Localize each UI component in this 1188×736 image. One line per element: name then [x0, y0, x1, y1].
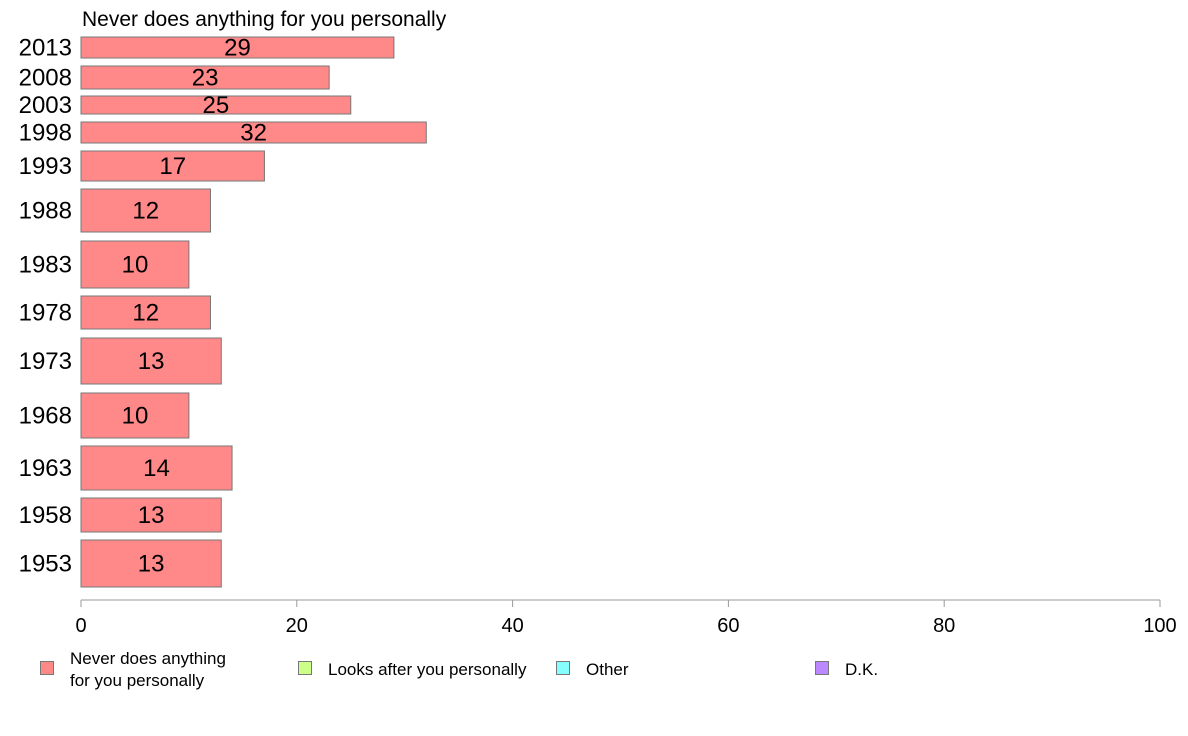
y-tick-label-2008: 2008	[19, 65, 72, 92]
y-tick-label-2013: 2013	[19, 35, 72, 62]
x-tick-label-40: 40	[501, 615, 523, 637]
y-tick-label-1978: 1978	[19, 300, 72, 327]
data-label-1973: 13	[138, 348, 165, 375]
data-label-1953: 13	[138, 551, 165, 578]
data-label-2013: 29	[224, 35, 251, 62]
legend-label-other: Other	[586, 660, 629, 679]
legend-item-never: Never does anything for you personally	[40, 648, 226, 692]
legend-swatch-never	[40, 661, 54, 675]
bar-1953	[80, 539, 222, 588]
data-label-1978: 12	[132, 300, 159, 327]
y-tick-label-1993: 1993	[19, 153, 72, 180]
x-tick-label-20: 20	[286, 615, 308, 637]
legend-item-looks-after: Looks after you personally	[298, 648, 526, 681]
legend-swatch-looks-after	[298, 661, 312, 675]
data-label-1958: 13	[138, 502, 165, 529]
data-label-1968: 10	[122, 403, 149, 430]
data-label-1983: 10	[122, 252, 149, 279]
bar-1958	[80, 497, 222, 533]
bar-1973	[80, 337, 222, 385]
y-tick-label-1963: 1963	[19, 455, 72, 482]
bar-1978	[80, 295, 211, 330]
bar-1968	[80, 392, 190, 439]
x-tick-label-80: 80	[933, 615, 955, 637]
legend-label-looks-after: Looks after you personally	[328, 660, 527, 679]
bars-group: 2013 29 2008 23 2003 25 1998 32 1993 17 1988 12 1983…	[19, 35, 427, 588]
bar-1998	[80, 121, 427, 144]
data-label-2003: 25	[203, 92, 230, 119]
y-tick-label-1983: 1983	[19, 252, 72, 279]
data-label-1998: 32	[240, 120, 267, 147]
data-label-1993: 17	[159, 153, 186, 180]
y-tick-label-1973: 1973	[19, 348, 72, 375]
bar-2003	[80, 95, 352, 115]
y-tick-label-1958: 1958	[19, 502, 72, 529]
legend-label-never: Never does anything for you personally	[70, 649, 226, 690]
x-tick-label-100: 100	[1143, 615, 1176, 637]
x-tick-label-60: 60	[717, 615, 739, 637]
legend-item-dk: D.K.	[815, 648, 878, 681]
y-tick-label-1968: 1968	[19, 403, 72, 430]
bar-1983	[80, 240, 190, 289]
y-tick-label-2003: 2003	[19, 92, 72, 119]
data-label-1963: 14	[143, 455, 170, 482]
legend-swatch-dk	[815, 661, 829, 675]
bar-1963	[80, 445, 233, 491]
legend-item-other: Other	[556, 648, 629, 681]
bar-2013	[80, 36, 395, 59]
y-tick-label-1998: 1998	[19, 120, 72, 147]
bar-1993	[80, 150, 265, 182]
x-tick-label-0: 0	[75, 615, 86, 637]
bar-2008	[80, 65, 330, 90]
y-tick-label-1953: 1953	[19, 551, 72, 578]
bar-chart: Never does anything for you personally 2…	[19, 8, 1177, 637]
legend-label-dk: D.K.	[845, 660, 879, 679]
legend: Never does anything for you personally L…	[0, 648, 1188, 698]
chart-title: Never does anything for you personally	[82, 8, 447, 31]
x-axis: 0 20 40 60 80 100	[75, 599, 1177, 637]
data-label-1988: 12	[132, 198, 159, 225]
bar-1988	[80, 188, 211, 233]
y-tick-label-1988: 1988	[19, 198, 72, 225]
data-label-2008: 23	[192, 65, 219, 92]
legend-swatch-other	[556, 661, 570, 675]
